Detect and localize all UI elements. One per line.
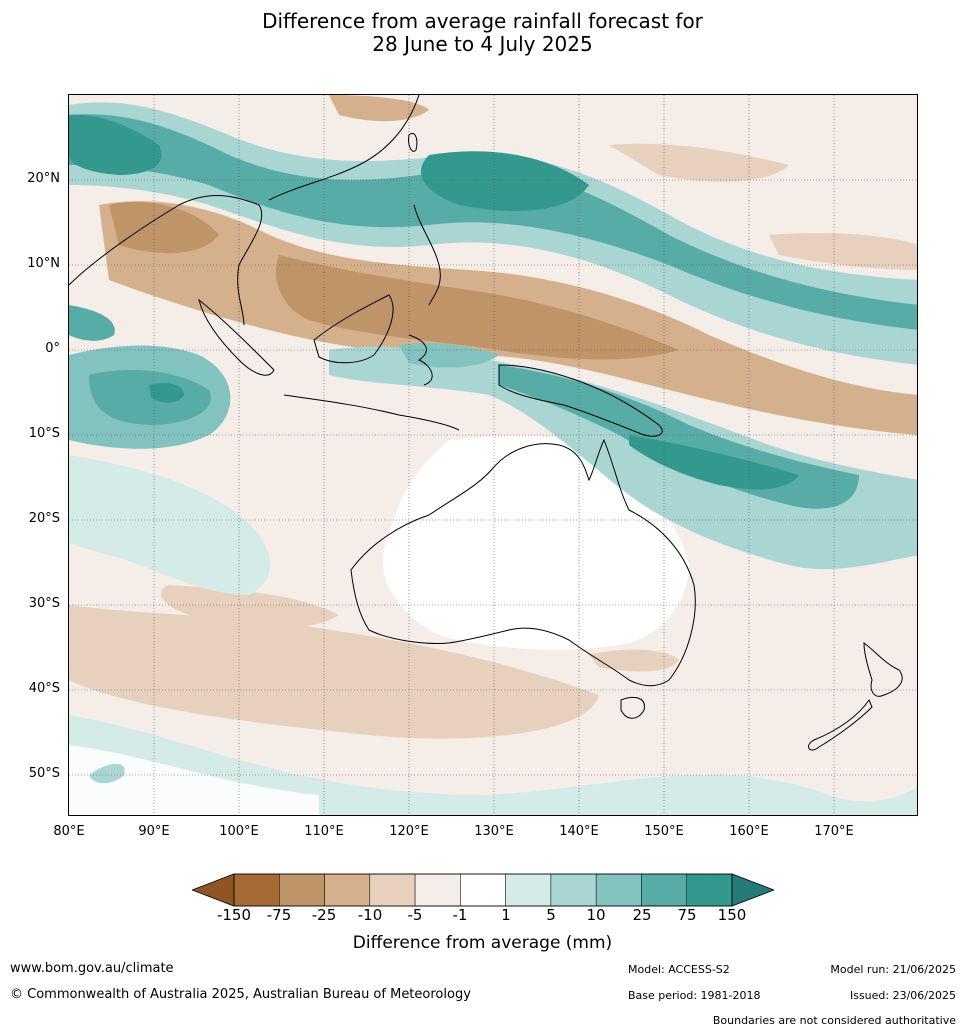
colorbar-high-arrow (731, 873, 776, 907)
australia-near-average (382, 435, 689, 650)
coral-sea-teal-core (629, 435, 799, 490)
southern-teal-band (69, 715, 917, 815)
colorbar-cell (324, 873, 371, 907)
colorbar-tick: -5 (407, 906, 423, 924)
lon-label-80e: 80°E (53, 824, 85, 839)
southern-small-teal (89, 763, 125, 784)
map-title: Difference from average rainfall forecas… (0, 10, 965, 56)
boundaries-disclaimer: Boundaries are not considered authoritat… (712, 1014, 956, 1027)
colorbar-cell (414, 873, 461, 907)
lat-label-30s: 30°S (28, 596, 60, 611)
colorbar-tick: -25 (311, 906, 337, 924)
colorbar-cell (233, 873, 280, 907)
colorbar (190, 873, 776, 911)
copyright-text: © Commonwealth of Australia 2025, Austra… (10, 987, 471, 1002)
tasmania-coast (620, 697, 645, 719)
colorbar-tick: 150 (717, 906, 747, 924)
model-name: Model: ACCESS-S2 (628, 963, 730, 976)
equatorial-dry-core (275, 255, 679, 360)
west-aus-dry-patch (160, 585, 339, 629)
new-zealand-south-coast (808, 698, 873, 751)
rainfall-difference-map (68, 94, 918, 816)
lat-label-40s: 40°S (28, 681, 60, 696)
lat-label-20s: 20°S (28, 511, 60, 526)
java-coast (283, 394, 460, 431)
pacific-beige-east (769, 233, 917, 270)
title-line-1: Difference from average rainfall forecas… (262, 9, 703, 33)
sulawesi-coast (408, 334, 433, 386)
lat-label-0: 0° (45, 341, 60, 356)
new-zealand-north-coast (863, 642, 903, 697)
graticule (69, 95, 917, 815)
colorbar-cell (595, 873, 642, 907)
lat-label-50s: 50°S (28, 766, 60, 781)
lon-label-100e: 100°E (219, 824, 259, 839)
china-dry (329, 95, 429, 122)
colorbar-tick: -1 (452, 906, 468, 924)
philippines-coast (413, 204, 441, 306)
colorbar-tick: 10 (586, 906, 606, 924)
indochina-dry (109, 201, 219, 254)
colorbar-cell (641, 873, 687, 907)
colorbar-cells (233, 873, 733, 907)
colorbar-title: Difference from average (mm) (352, 933, 613, 953)
lon-label-170e: 170°E (814, 824, 854, 839)
himalaya-teal (69, 114, 162, 175)
colorbar-svg (190, 873, 776, 907)
colorbar-cell (686, 873, 733, 907)
colorbar-cell (460, 873, 506, 907)
borneo-teal (399, 343, 499, 368)
colorbar-tick: -150 (216, 906, 252, 924)
base-period: Base period: 1981-2018 (628, 989, 761, 1002)
china-coast (268, 95, 420, 201)
lon-label-90e: 90°E (138, 824, 170, 839)
colorbar-tick: 1 (501, 906, 511, 924)
sumatra-coast (198, 298, 275, 376)
indian-ocean-teal-core (89, 370, 211, 425)
south-china-sea-wet-core (420, 151, 589, 211)
bass-strait-dry (589, 649, 679, 672)
colorbar-frame (233, 873, 733, 907)
colorbar-cell (505, 873, 552, 907)
map-canvas (69, 95, 917, 815)
colorbar-cell (369, 873, 416, 907)
lon-label-120e: 120°E (389, 824, 429, 839)
colorbar-tick: 25 (632, 906, 652, 924)
model-run-date: Model run: 21/06/2025 (830, 963, 956, 976)
colorbar-cell (550, 873, 597, 907)
title-line-2: 28 June to 4 July 2025 (372, 32, 593, 56)
maritime-continent-pale-teal (329, 346, 917, 570)
lon-label-150e: 150°E (644, 824, 684, 839)
lon-label-110e: 110°E (304, 824, 344, 839)
pacific-beige (609, 143, 789, 182)
indian-ocean-pale-teal (69, 455, 270, 595)
southern-white-patch (69, 745, 319, 815)
borneo-coast (313, 294, 394, 364)
lon-label-130e: 130°E (474, 824, 514, 839)
australia-coast (350, 438, 696, 687)
colorbar-tick: -10 (357, 906, 383, 924)
colorbar-low-arrow (190, 873, 235, 907)
colorbar-tick: 5 (546, 906, 556, 924)
north-pacific-teal-band (69, 114, 917, 330)
indian-ocean-teal-max (149, 383, 184, 403)
lon-label-160e: 160°E (729, 824, 769, 839)
lat-label-10s: 10°S (28, 426, 60, 441)
lon-label-140e: 140°E (559, 824, 599, 839)
colorbar-tick: -75 (266, 906, 292, 924)
colorbar-tick: 75 (677, 906, 697, 924)
new-guinea-coast (498, 364, 663, 437)
south-indian-ocean-dry-patch (69, 605, 599, 739)
bay-of-bengal-teal (69, 305, 115, 341)
bom-website-link[interactable]: www.bom.gov.au/climate (10, 961, 174, 976)
colorbar-cell (279, 873, 325, 907)
lat-label-20n: 20°N (27, 171, 60, 186)
taiwan-coast (408, 132, 418, 152)
coastlines (69, 95, 903, 751)
north-pacific-pale-band (69, 102, 917, 365)
issued-date: Issued: 23/06/2025 (849, 989, 956, 1002)
se-asia-coast (69, 195, 263, 326)
lat-label-10n: 10°N (27, 256, 60, 271)
